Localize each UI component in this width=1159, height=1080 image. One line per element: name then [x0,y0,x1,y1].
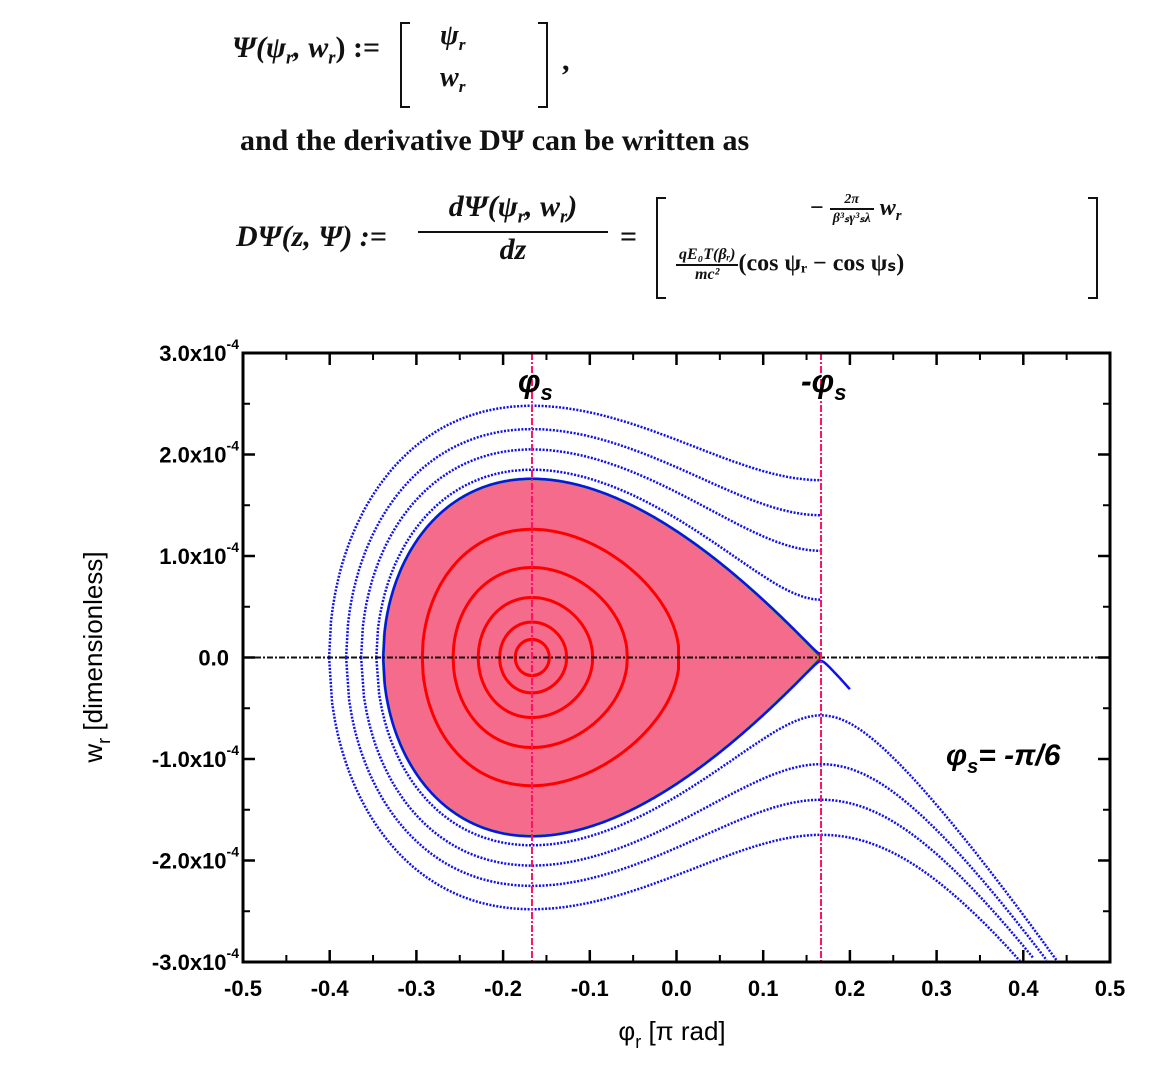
bounded-orbit [513,638,551,677]
eq2-fraction: dΨ(ψr, wr) dz [418,190,608,267]
near-separatrix-orbit-upper [381,477,822,658]
unbounded-orbit-lower [344,657,1035,960]
unbounded-orbit-lower [327,657,1021,962]
phi-s-value-annotation: φs= -π/6 [946,739,1061,778]
y-tick-label: 3.0x10-4 [159,336,239,366]
eq1-comma: , [562,44,570,77]
unbounded-orbit-lower [359,657,1048,961]
y-axis-label: wr [dimensionless] [78,551,114,763]
x-tick-label: -0.2 [484,976,522,1001]
unbounded-orbit-lower [375,657,1058,961]
eq2-lhs: DΨ(z, Ψ) := [236,220,387,253]
eq2-left-bracket [656,197,666,299]
y-tick-label: 1.0x10-4 [159,539,239,569]
y-tick-label: 0.0 [198,646,229,671]
y-tick-label: -1.0x10-4 [152,742,239,772]
x-tick-label: -0.3 [397,976,435,1001]
x-tick-label: -0.5 [224,976,262,1001]
eq1-left-bracket [400,22,410,108]
eq2-equals: = [620,220,638,253]
derivative-sentence: and the derivative DΨ can be written as [240,124,750,157]
phi-s-label: φs [518,363,553,405]
eq1-vector-top: ψr [440,20,466,55]
x-tick-label: -0.4 [311,976,350,1001]
equation-psi-definition: Ψ(ψr, wr) := [232,31,381,69]
unbounded-orbit-upper [344,427,821,658]
eq2-row2: qE₀T(βᵣ) mc² (cos ψᵣ − cos ψₛ) [676,246,904,284]
x-tick-label: 0.2 [835,976,866,1001]
x-tick-label: 0.0 [661,976,692,1001]
near-separatrix-orbit-lower [381,657,851,838]
x-axis-label: φr [π rad] [618,1016,725,1052]
eq1-right-bracket [538,22,548,108]
y-tick-label: -3.0x10-4 [152,945,239,975]
x-tick-label: 0.3 [921,976,952,1001]
x-tick-label: 0.5 [1095,976,1126,1001]
bounded-orbit [498,620,568,695]
rf-bucket-fill [383,478,820,837]
unbounded-orbit-upper [359,448,821,658]
y-tick-label: 2.0x10-4 [159,438,239,468]
minus-phi-s-label: -φs [801,363,846,405]
y-tick-label: -2.0x10-4 [152,844,239,874]
x-tick-label: -0.1 [571,976,609,1001]
x-tick-label: 0.1 [748,976,779,1001]
unbounded-orbit-upper [375,468,821,658]
unbounded-orbit-upper [327,404,822,658]
eq2-right-bracket [1088,197,1098,299]
eq1-lhs: Ψ(ψr, wr [232,31,336,69]
x-tick-label: 0.4 [1008,976,1039,1001]
eq2-row1: − 2π β³ₛγ³ₛλ wr [810,192,902,226]
eq1-vector-bottom: wr [440,62,466,97]
